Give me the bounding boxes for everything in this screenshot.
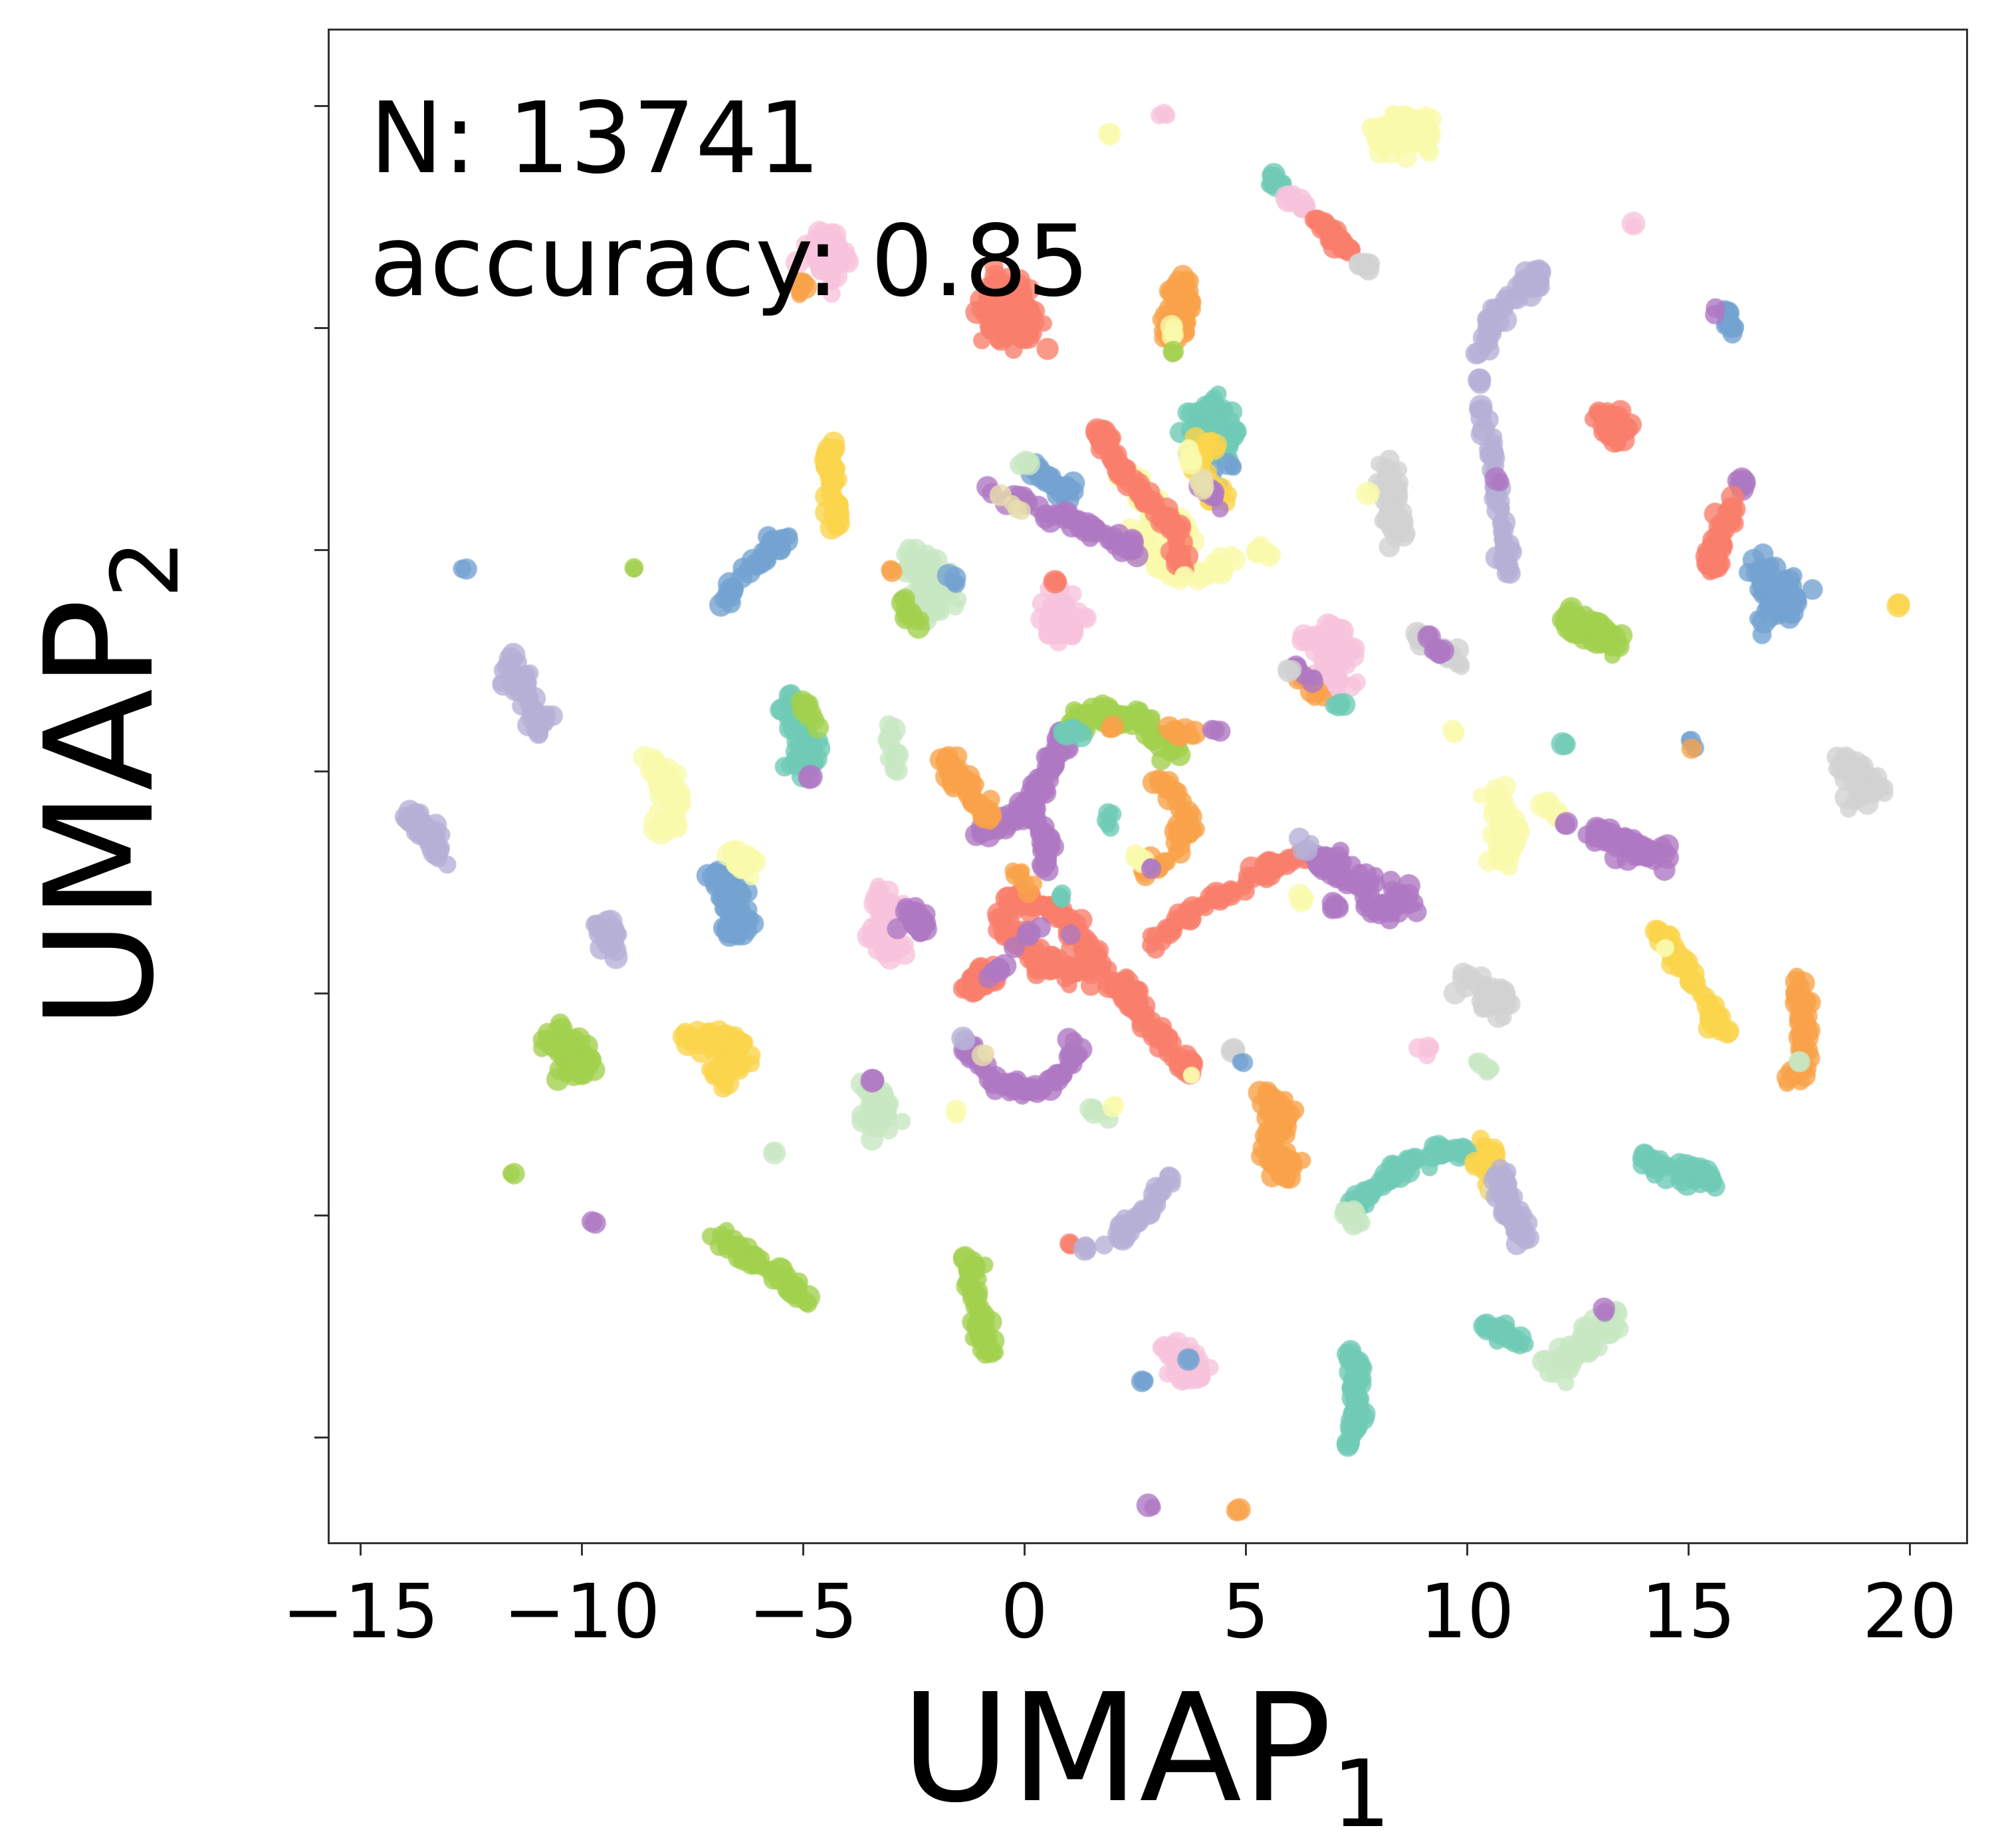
x-tick-mark <box>1466 1542 1468 1556</box>
y-axis-label-text: UMAP <box>13 598 187 1030</box>
plot-area: N: 13741 accuracy: 0.85 <box>328 29 1968 1544</box>
x-tick-label: 20 <box>1862 1569 1957 1655</box>
x-tick-label: −5 <box>748 1569 858 1655</box>
annotation-text: N: 13741 accuracy: 0.85 <box>370 77 1089 323</box>
x-tick-label: 0 <box>1000 1569 1048 1655</box>
umap-figure: N: 13741 accuracy: 0.85 −15 −10 −5 0 5 10 15 20 … <box>13 29 1968 1848</box>
y-axis-label: UMAP2 <box>13 386 199 1183</box>
x-tick-mark <box>1908 1542 1911 1556</box>
x-tick-mark <box>1687 1542 1690 1556</box>
annotation-accuracy: accuracy: 0.85 <box>370 204 1090 318</box>
y-tick-mark <box>314 1437 328 1439</box>
x-axis-label-text: UMAP <box>901 1662 1332 1836</box>
y-tick-mark <box>314 104 328 107</box>
y-tick-mark <box>314 1214 328 1217</box>
x-axis-label-subscript: 1 <box>1331 1740 1391 1848</box>
x-tick-mark <box>1023 1542 1026 1556</box>
x-tick-mark <box>1244 1542 1247 1556</box>
y-axis-label-subscript: 2 <box>92 539 200 599</box>
x-tick-label: −10 <box>503 1569 661 1655</box>
x-tick-label: 10 <box>1419 1569 1515 1655</box>
x-tick-label: −15 <box>282 1569 439 1655</box>
scatter-canvas <box>330 31 1966 1542</box>
y-tick-mark <box>314 548 328 551</box>
y-tick-mark <box>314 770 328 773</box>
x-tick-mark <box>359 1542 362 1556</box>
x-axis-label: UMAP1 <box>901 1662 1390 1848</box>
y-tick-mark <box>314 992 328 995</box>
x-tick-label: 15 <box>1640 1569 1736 1655</box>
y-tick-mark <box>314 326 328 329</box>
x-tick-mark <box>580 1542 583 1556</box>
annotation-n: N: 13741 <box>370 81 821 195</box>
x-tick-label: 5 <box>1222 1569 1270 1655</box>
x-tick-mark <box>802 1542 804 1556</box>
